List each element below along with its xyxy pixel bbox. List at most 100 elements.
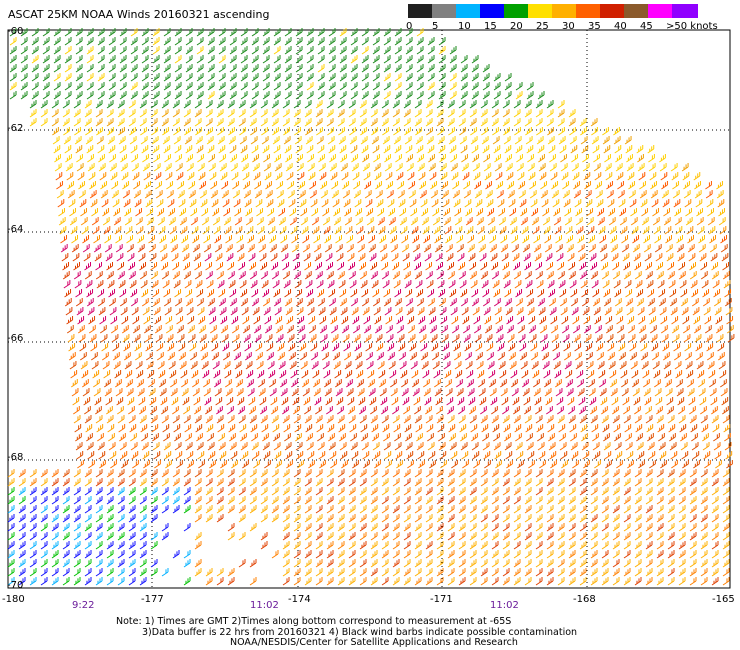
wind-barb xyxy=(246,226,254,235)
wind-barb xyxy=(333,217,341,226)
wind-barb xyxy=(520,361,528,370)
wind-barb xyxy=(162,127,169,136)
wind-barb xyxy=(122,334,130,343)
wind-barb xyxy=(582,451,590,460)
wind-barb xyxy=(229,433,236,442)
wind-barb xyxy=(372,28,380,37)
wind-barb xyxy=(513,505,521,514)
wind-barb xyxy=(272,136,280,145)
wind-barb xyxy=(381,523,389,532)
wind-barb xyxy=(336,397,344,406)
wind-barb xyxy=(447,469,455,478)
wind-barb xyxy=(695,199,703,208)
wind-barb xyxy=(29,532,37,541)
wind-barb xyxy=(381,487,389,496)
wind-barb xyxy=(558,280,566,289)
wind-barb xyxy=(18,478,26,487)
wind-barb xyxy=(513,523,521,532)
wind-barb xyxy=(535,487,543,496)
wind-barb xyxy=(495,460,502,469)
wind-barb xyxy=(506,316,514,325)
wind-barb xyxy=(403,505,411,514)
wind-barb xyxy=(205,415,213,424)
wind-barb xyxy=(81,226,89,235)
wind-barb xyxy=(408,334,416,343)
wind-barb xyxy=(602,127,609,136)
wind-barb xyxy=(320,190,328,199)
wind-barb xyxy=(74,127,81,136)
wind-barb xyxy=(196,433,203,442)
wind-barb xyxy=(497,352,505,361)
wind-barb xyxy=(558,127,565,136)
wind-barb xyxy=(84,523,92,532)
wind-barb xyxy=(97,73,105,82)
wind-barb xyxy=(62,469,70,478)
wind-barb xyxy=(377,361,385,370)
wind-barb xyxy=(249,118,257,127)
wind-barb xyxy=(452,334,460,343)
wind-barb xyxy=(297,325,305,334)
wind-barb xyxy=(29,469,37,478)
wind-barb xyxy=(476,217,484,226)
wind-barb xyxy=(118,136,126,145)
wind-barb xyxy=(423,244,431,253)
wind-barb xyxy=(565,226,573,235)
lat-label-62: -62 xyxy=(7,123,24,134)
wind-barb xyxy=(515,442,523,451)
wind-barb xyxy=(401,244,409,253)
legend-label: 35 xyxy=(588,21,601,32)
wind-barb xyxy=(238,496,246,505)
wind-barb xyxy=(42,46,50,55)
wind-barb xyxy=(389,370,397,379)
wind-barb xyxy=(718,208,725,217)
wind-barb xyxy=(205,487,213,496)
wind-barb xyxy=(614,289,622,298)
wind-barb xyxy=(197,154,204,163)
wind-barb xyxy=(448,280,456,289)
wind-barb xyxy=(426,424,434,433)
wind-barb xyxy=(230,307,238,316)
wind-barb xyxy=(504,73,512,82)
wind-barb xyxy=(361,64,369,73)
wind-barb xyxy=(653,370,661,379)
wind-barb xyxy=(315,523,323,532)
legend-swatch xyxy=(552,4,578,18)
wind-barb xyxy=(656,559,664,568)
wind-barb xyxy=(141,28,149,37)
wind-barb xyxy=(229,73,237,82)
wind-barb xyxy=(575,208,582,217)
wind-barb xyxy=(326,577,334,586)
wind-barb xyxy=(599,388,607,397)
wind-barb xyxy=(245,208,252,217)
wind-barb xyxy=(65,154,72,163)
wind-barb xyxy=(51,469,59,478)
wind-barb xyxy=(273,289,281,298)
wind-barb xyxy=(232,190,240,199)
wind-barb xyxy=(347,253,355,262)
wind-barb xyxy=(609,370,617,379)
wind-barb xyxy=(85,280,93,289)
wind-barb xyxy=(405,82,413,91)
wind-barb xyxy=(385,325,393,334)
wind-barb xyxy=(596,199,604,208)
legend-swatch xyxy=(624,4,650,18)
wind-barb xyxy=(469,415,477,424)
wind-barb xyxy=(228,136,236,145)
wind-barb xyxy=(489,244,497,253)
wind-barb xyxy=(377,208,384,217)
wind-barb xyxy=(545,253,553,262)
wind-barb xyxy=(717,343,725,352)
wind-barb xyxy=(117,523,125,532)
wind-barb xyxy=(352,325,360,334)
wind-barb xyxy=(580,424,588,433)
wind-barb xyxy=(700,514,708,523)
wind-barb xyxy=(339,442,347,451)
wind-barb xyxy=(304,271,312,280)
wind-barb xyxy=(571,307,579,316)
wind-barb xyxy=(101,343,109,352)
wind-barb xyxy=(392,532,400,541)
wind-barb xyxy=(501,397,509,406)
wind-barb xyxy=(128,559,136,568)
wind-barb xyxy=(156,343,164,352)
wind-barb xyxy=(608,217,616,226)
